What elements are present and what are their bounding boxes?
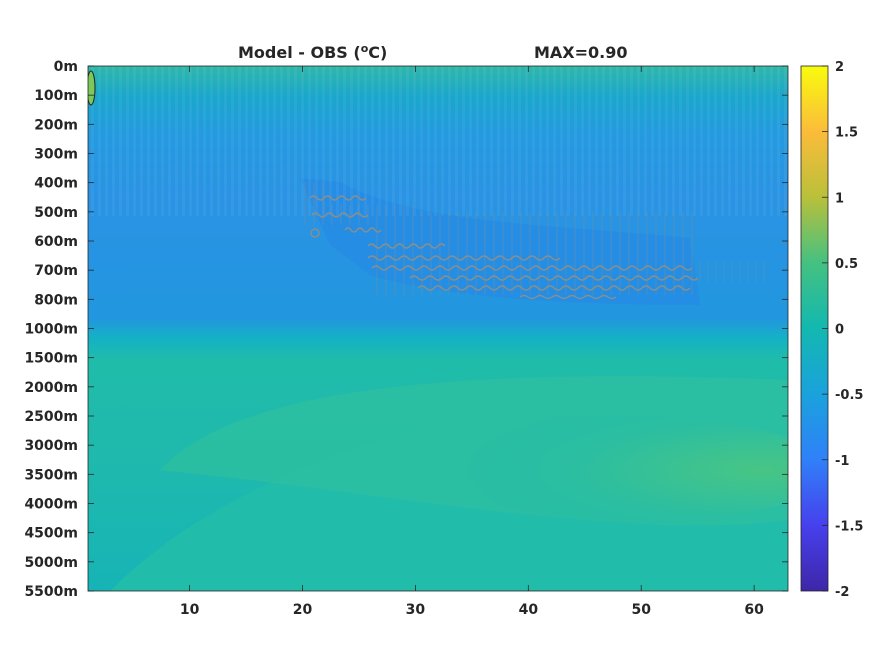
y-tick-label: 4500m (24, 526, 78, 542)
y-axis: 0m 100m 200m 300m 400m 500m 600m 700m 800m 1000m 1… (24, 59, 788, 600)
x-tick-label: 60 (744, 602, 764, 618)
contour-line (367, 243, 446, 249)
y-tick-label: 400m (34, 176, 78, 192)
chart-title: Model - OBS (oC) (238, 42, 387, 62)
colorbar-tick-label: 1 (835, 191, 844, 206)
y-tick-label: 500m (34, 205, 78, 221)
colorbar-tick-label: 0 (835, 323, 844, 338)
y-tick-label: 2000m (24, 380, 78, 396)
contour-loop (310, 228, 320, 238)
colorbar-tick-label: -0.5 (835, 388, 863, 403)
y-tick-label: 300m (34, 147, 78, 163)
y-tick-label: 100m (34, 88, 78, 104)
x-tick-label: 10 (180, 602, 200, 618)
x-tick-label: 50 (631, 602, 651, 618)
y-tick-label: 600m (34, 234, 78, 250)
deep-warm-core (390, 415, 788, 525)
contour-line (344, 227, 382, 233)
y-tick-label: 2500m (24, 409, 78, 425)
x-axis: 10 20 30 40 50 60 (180, 66, 764, 618)
y-tick-label: 1000m (24, 322, 78, 338)
colorbar-tick-label: 2 (835, 60, 844, 75)
colorbar-axis: 2 1.5 1 0.5 0 -0.5 -1 -1.5 -2 (822, 60, 863, 600)
y-tick-label: 3500m (24, 467, 78, 483)
colorbar-tick-label: 1.5 (835, 126, 858, 141)
y-tick-label: 200m (34, 117, 78, 133)
contour-line (371, 265, 693, 271)
y-tick-label: 700m (34, 263, 78, 279)
contour-line (417, 285, 691, 291)
y-tick-label: 5000m (24, 555, 78, 571)
y-tick-label: 0m (54, 59, 78, 75)
y-tick-label: 3000m (24, 438, 78, 454)
x-tick-label: 20 (293, 602, 313, 618)
contour-lines (304, 182, 765, 300)
coastal-warm-patch (88, 70, 96, 106)
contour-line (309, 195, 367, 201)
surface-stripes (88, 66, 788, 216)
colorbar-tick-label: -1.5 (835, 519, 863, 534)
colorbar-tick-label: -2 (835, 585, 849, 600)
colorbar-tick-label: -1 (835, 454, 849, 469)
y-tick-label: 4000m (24, 497, 78, 513)
y-tick-label: 1500m (24, 351, 78, 367)
chart-max-label: MAX=0.90 (534, 43, 628, 62)
y-tick-label: 5500m (24, 584, 78, 600)
heatmap-area (88, 66, 788, 591)
y-tick-label: 800m (34, 292, 78, 308)
colorbar-tick-label: 0.5 (835, 257, 858, 272)
x-tick-label: 30 (406, 602, 426, 618)
contour-line (519, 294, 617, 300)
x-tick-label: 40 (519, 602, 539, 618)
contour-line (367, 255, 561, 261)
